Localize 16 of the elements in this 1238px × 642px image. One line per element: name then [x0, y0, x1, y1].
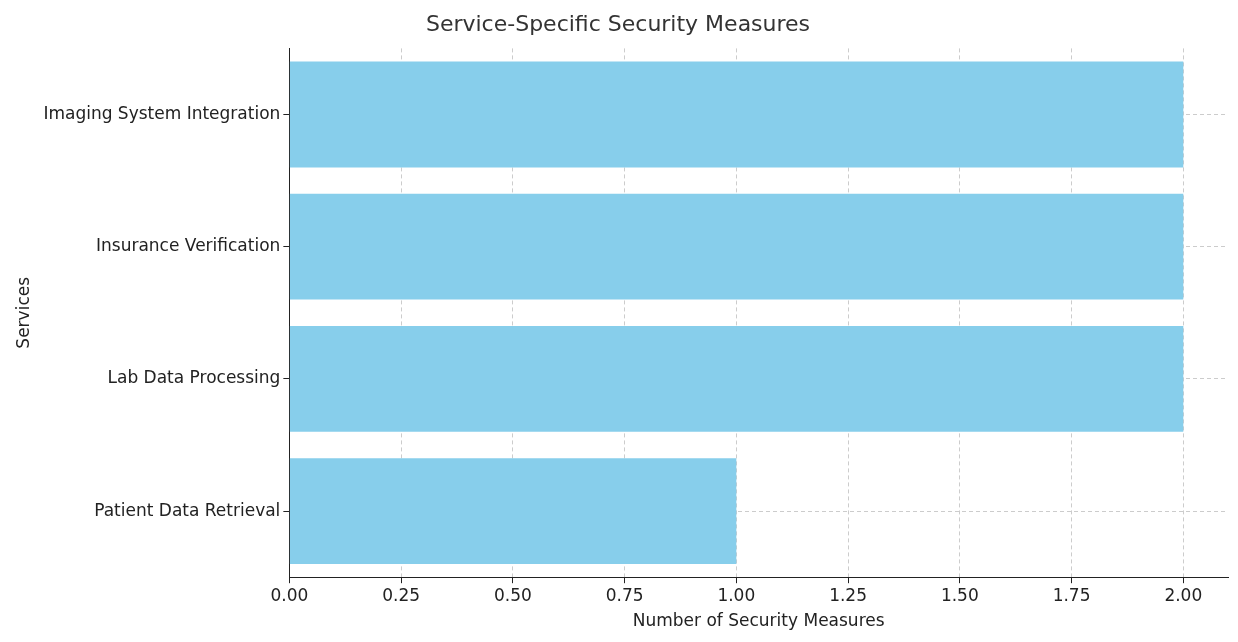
x-tick-label: 1.75 [1052, 584, 1091, 605]
y-tick-label: Insurance Verification [96, 235, 281, 256]
x-axis-title: Number of Security Measures [632, 610, 885, 631]
x-tick-label: 0.25 [382, 584, 421, 605]
x-tick-label: 1.00 [717, 584, 756, 605]
x-tick-label: 1.25 [829, 584, 867, 605]
chart-title: Service-Specific Security Measures [425, 10, 811, 36]
x-tick-label: 2.00 [1164, 584, 1203, 605]
y-tick-label: Lab Data Processing [107, 367, 281, 388]
x-tick-label: 1.50 [940, 584, 979, 605]
x-tick-label: 0.75 [605, 584, 644, 605]
x-tick-label: 0.00 [270, 584, 309, 605]
x-tick-label: 0.50 [493, 584, 532, 605]
y-axis-title: Services [12, 276, 33, 349]
y-tick-label: Imaging System Integration [43, 102, 281, 123]
y-tick-label: Patient Data Retrieval [94, 499, 281, 520]
